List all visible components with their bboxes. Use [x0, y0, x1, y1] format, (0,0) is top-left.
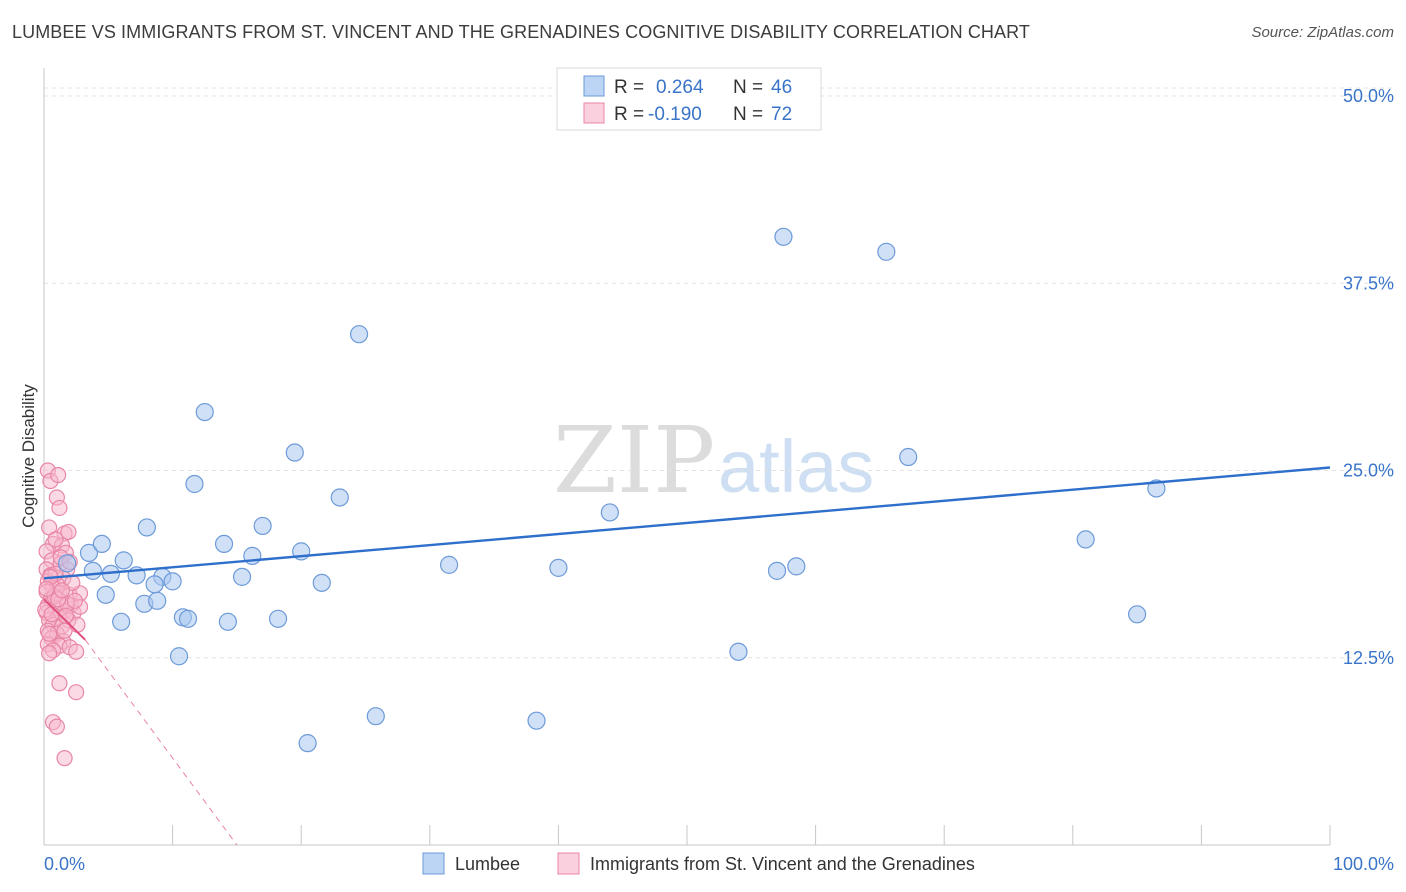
lumbee-point-38: [767, 561, 787, 580]
lumbee-point-31: [349, 325, 369, 344]
trend-line-0: [43, 466, 1331, 580]
lumbee-point-44: [1127, 605, 1147, 624]
lumbee-point-39: [774, 227, 793, 246]
lumbee-point-25: [285, 443, 304, 462]
legend-n-label-2: N =: [733, 104, 763, 125]
series-legend: Lumbee Immigrants from St. Vincent and t…: [422, 852, 975, 875]
legend-r-label-1: R =: [614, 77, 644, 98]
immigrants-point-63: [41, 625, 58, 642]
lumbee-point-6: [96, 585, 115, 604]
lumbee-point-2: [83, 561, 102, 580]
lumbee-point-32: [366, 707, 385, 726]
immigrants-point-67: [38, 580, 55, 597]
lumbee-point-40: [787, 557, 806, 576]
immigrants-point-2: [50, 466, 67, 484]
bottom-legend-swatch-lumbee: [422, 852, 445, 875]
lumbee-point-34: [527, 711, 546, 730]
legend-swatch-immigrants: [583, 102, 605, 124]
y-tick-label-2: 37.5%: [1343, 273, 1394, 293]
lumbee-point-1: [58, 554, 77, 573]
trend-line-1: [43, 598, 86, 641]
lumbee-point-42: [899, 447, 918, 467]
lumbee-point-28: [330, 488, 349, 507]
legend-n-label-1: N =: [733, 77, 763, 98]
y-tick-label-0: 12.5%: [1343, 648, 1394, 668]
legend-r-label-2: R =: [614, 104, 644, 125]
lumbee-point-20: [218, 612, 237, 631]
x-tick-label-max: 100.0%: [1333, 854, 1394, 874]
lumbee-point-0: [79, 543, 99, 562]
y-axis-label: Cognitive Disability: [19, 384, 38, 528]
series-lumbee-points: [58, 227, 1166, 753]
immigrants-point-4: [51, 499, 68, 517]
stats-legend: R = 0.264 N = 46 R = -0.190 N = 72: [556, 67, 822, 131]
immigrants-point-71: [53, 582, 71, 599]
immigrants-point-69: [66, 592, 83, 609]
lumbee-point-43: [1076, 530, 1095, 549]
bottom-legend-label-immigrants: Immigrants from St. Vincent and the Gren…: [590, 854, 975, 874]
lumbee-point-12: [137, 518, 156, 537]
lumbee-point-29: [195, 402, 214, 422]
lumbee-point-24: [268, 609, 288, 628]
y-tick-label-1: 25.0%: [1343, 461, 1394, 481]
series-immigrants-points: [37, 462, 89, 767]
lumbee-point-19: [214, 534, 234, 554]
lumbee-point-3: [92, 534, 111, 554]
immigrants-point-70: [43, 606, 60, 623]
lumbee-point-17: [185, 474, 204, 494]
lumbee-point-35: [549, 558, 568, 577]
legend-r-value-2: -0.190: [648, 104, 702, 125]
lumbee-point-21: [232, 567, 252, 586]
lumbee-point-41: [877, 242, 896, 261]
trend-line-2: [84, 639, 238, 846]
immigrants-point-46: [41, 645, 58, 662]
immigrants-point-52: [56, 750, 73, 767]
immigrants-point-65: [47, 531, 64, 548]
lumbee-point-27: [312, 573, 331, 592]
lumbee-point-4: [114, 551, 133, 570]
bottom-legend-swatch-immigrants: [557, 852, 580, 875]
lumbee-point-33: [439, 555, 459, 574]
chart-title: LUMBEE VS IMMIGRANTS FROM ST. VINCENT AN…: [12, 22, 1030, 42]
lumbee-point-13: [163, 572, 182, 591]
legend-n-value-2: 72: [771, 104, 792, 125]
legend-r-value-1: 0.264: [656, 77, 704, 98]
y-tick-label-3: 50.0%: [1343, 86, 1394, 106]
lumbee-point-10: [148, 591, 167, 610]
immigrants-point-49: [68, 684, 85, 701]
immigrants-point-48: [51, 675, 68, 692]
lumbee-point-45: [1147, 479, 1166, 498]
lumbee-point-7: [112, 612, 131, 631]
legend-swatch-lumbee: [583, 75, 605, 97]
source-label: Source: ZipAtlas.com: [1251, 24, 1394, 41]
lumbee-point-14: [145, 575, 164, 594]
watermark-zip: ZIP: [553, 407, 715, 514]
lumbee-point-37: [729, 642, 748, 661]
x-ticks: [172, 825, 1331, 845]
lumbee-point-18: [169, 647, 189, 666]
immigrants-point-47: [68, 643, 85, 660]
trend-lines: [43, 466, 1331, 846]
y-tick-labels: 12.5% 25.0% 37.5% 50.0%: [1343, 86, 1394, 668]
immigrants-point-7: [60, 523, 77, 541]
legend-n-value-1: 46: [771, 77, 792, 98]
lumbee-point-36: [600, 503, 619, 522]
lumbee-point-23: [253, 516, 272, 536]
lumbee-point-16: [178, 609, 198, 628]
bottom-legend-label-lumbee: Lumbee: [455, 854, 520, 874]
x-tick-label-min: 0.0%: [44, 854, 85, 874]
immigrants-point-51: [48, 718, 65, 735]
watermark-atlas: atlas: [718, 425, 874, 508]
lumbee-point-30: [298, 734, 317, 753]
